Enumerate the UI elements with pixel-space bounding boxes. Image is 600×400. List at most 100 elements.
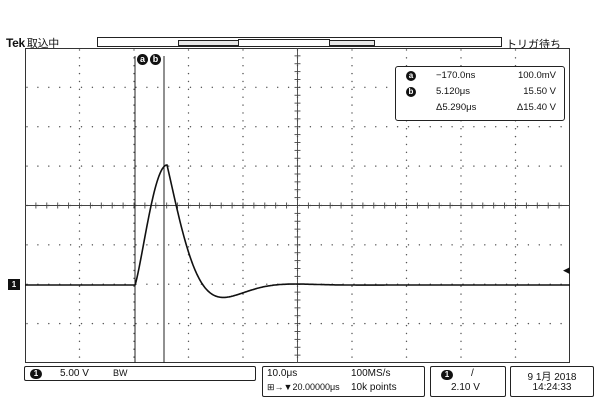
grid-dot	[462, 244, 464, 246]
grid-dot	[78, 214, 81, 217]
grid-dot	[320, 322, 322, 325]
grid-dot	[133, 57, 135, 59]
grid-dot	[242, 72, 244, 75]
grid-dot	[78, 112, 81, 114]
cursor-b-tag[interactable]: b	[150, 54, 161, 65]
grid-dot	[222, 322, 224, 325]
grid-dot	[157, 165, 159, 167]
grid-dot	[514, 183, 517, 185]
grid-dot	[514, 254, 517, 256]
grid-dot	[351, 57, 353, 59]
grid-dot	[460, 230, 462, 232]
horizontal-scale: 10.0μs	[267, 368, 298, 379]
grid-dot	[124, 126, 126, 128]
grid-dot	[342, 86, 344, 89]
grid-dot	[375, 126, 377, 128]
grid-dot	[386, 322, 388, 325]
grid-dot	[187, 128, 190, 130]
grid-dot	[405, 135, 408, 138]
grid-dot	[386, 244, 388, 246]
grid-dot	[429, 322, 431, 325]
grid-dot	[514, 159, 517, 161]
grid-dot	[242, 301, 244, 303]
grid-dot	[133, 135, 135, 138]
grid-dot	[405, 230, 408, 232]
cursor-a-tag[interactable]: a	[137, 54, 148, 65]
grid-dot	[460, 246, 462, 248]
cursor-b-badge: b	[406, 87, 416, 97]
grid-dot	[48, 126, 50, 128]
grid-dot	[187, 214, 190, 217]
grid-dot	[187, 261, 190, 264]
grid-dot	[342, 126, 344, 128]
grid-dot	[460, 198, 462, 201]
grid-dot	[242, 269, 244, 272]
grid-dot	[102, 126, 105, 128]
grid-dot	[364, 322, 366, 325]
grid-dot	[386, 126, 388, 128]
grid-dot	[331, 165, 333, 167]
grid-dot	[364, 244, 366, 246]
grid-dot	[157, 126, 159, 128]
trigger-settings[interactable]: 1 / 2.10 V	[430, 366, 506, 397]
grid-dot	[320, 86, 322, 89]
grid-dot	[69, 165, 72, 167]
grid-dot	[78, 143, 81, 146]
cursor-readout-panel: a −170.0ns 100.0mV b 5.120μs 15.50 V Δ5.…	[395, 66, 565, 121]
grid-dot	[187, 309, 190, 311]
grid-dot	[460, 135, 462, 138]
trigger-level-arrow-icon[interactable]: ◀	[563, 265, 570, 275]
grid-dot	[146, 322, 148, 325]
grid-dot	[351, 88, 353, 91]
grid-dot	[211, 126, 213, 128]
grid-dot	[242, 230, 244, 232]
grid-dot	[405, 238, 408, 240]
grid-dot	[133, 332, 135, 335]
grid-dot	[113, 165, 115, 167]
grid-dot	[277, 322, 279, 325]
grid-dot	[244, 86, 246, 89]
grid-dot	[516, 165, 519, 167]
grid-dot	[351, 191, 353, 193]
grid-dot	[405, 57, 408, 59]
grid-dot	[405, 324, 408, 327]
grid-dot	[133, 143, 135, 146]
grid-dot	[78, 254, 81, 256]
grid-dot	[505, 165, 508, 167]
grid-dot	[124, 165, 126, 167]
grid-dot	[222, 126, 224, 128]
channel1-settings[interactable]: 1 5.00 V BW	[24, 366, 256, 381]
grid-dot	[78, 96, 81, 98]
grid-dot	[178, 86, 181, 89]
ch1-ground-marker[interactable]: 1	[8, 279, 20, 290]
grid-dot	[48, 322, 50, 325]
grid-dot	[78, 135, 81, 138]
grid-dot	[514, 324, 517, 327]
grid-dot	[364, 165, 366, 167]
grid-dot	[266, 283, 268, 285]
grid-dot	[242, 324, 244, 327]
grid-dot	[157, 86, 159, 89]
grid-dot	[242, 285, 244, 287]
grid-dot	[460, 348, 462, 350]
grid-dot	[133, 191, 135, 193]
grid-dot	[405, 261, 408, 264]
timebase-settings[interactable]: 10.0μs 100MS/s ⊞→▼20.00000μs 10k points	[262, 366, 425, 397]
grid-dot	[187, 332, 190, 335]
grid-dot	[200, 322, 203, 325]
grid-dot	[135, 126, 137, 128]
grid-dot	[460, 324, 462, 327]
grid-dot	[351, 309, 353, 311]
grid-dot	[375, 322, 377, 325]
grid-dot	[78, 104, 81, 106]
grid-dot	[133, 72, 135, 75]
grid-dot	[505, 244, 508, 246]
grid-dot	[200, 244, 203, 246]
grid-dot	[178, 244, 181, 246]
grid-dot	[168, 165, 170, 167]
grid-dot	[351, 159, 353, 161]
grid-dot	[514, 151, 517, 154]
grid-dot	[560, 165, 562, 167]
grid-dot	[484, 322, 486, 325]
grid-dot	[59, 126, 61, 128]
